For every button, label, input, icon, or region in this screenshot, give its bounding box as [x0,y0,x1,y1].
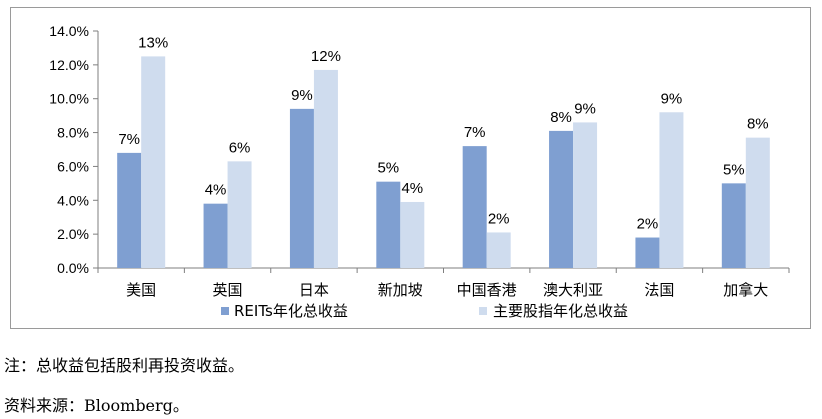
bar-reits-5 [549,130,574,268]
x-category-label: 澳大利亚 [543,281,603,299]
data-label: 5% [723,161,745,178]
bar-reits-7 [721,183,746,268]
x-category-label: 法国 [644,281,674,299]
bar-reits-1 [203,203,228,268]
y-tick-label: 12.0% [49,57,89,73]
data-label: 9% [291,87,313,104]
data-label: 4% [401,180,423,197]
bar-index-7 [745,137,770,268]
data-label: 5% [377,160,399,177]
y-tick-label: 10.0% [49,91,89,107]
legend-label-0: REITs年化总收益 [234,302,348,320]
bar-reits-4 [462,146,487,268]
chart-note: 注：总收益包括股利再投资收益。 [4,356,245,375]
data-label: 6% [229,139,251,156]
bar-index-4 [486,232,511,268]
bar-index-3 [400,201,425,268]
data-label: 13% [138,34,168,51]
x-category-label: 英国 [213,281,243,299]
bar-index-6 [659,112,684,268]
data-label: 8% [747,116,769,133]
chart-frame: 0.0% 2.0% 4.0% 6.0% 8.0% 10.0% 12.0% 14.0% 美国 英国 日… [10,7,811,329]
bar-index-2 [313,69,338,268]
y-tick-label: 2.0% [57,226,89,242]
data-label: 8% [550,109,572,126]
x-category-label: 新加坡 [378,281,423,299]
y-tick-label: 0.0% [57,260,89,276]
data-label: 7% [464,124,486,141]
x-category-label: 中国香港 [457,281,517,299]
y-tick-label: 4.0% [57,192,89,208]
bar-reits-3 [376,181,401,268]
data-label: 9% [574,100,596,117]
chart-source: 资料来源：Bloomberg。 [4,396,189,415]
x-category-label: 加拿大 [723,281,768,299]
bar-index-5 [573,122,598,269]
bar-index-0 [141,56,166,269]
legend-swatch-1 [479,307,487,315]
bar-reits-0 [117,152,142,268]
x-category-label: 美国 [126,281,156,299]
y-tick-label: 6.0% [57,158,89,174]
bar-chart: 0.0% 2.0% 4.0% 6.0% 8.0% 10.0% 12.0% 14.0% 美国 英国 日… [49,23,790,320]
y-tick-label: 8.0% [57,125,89,141]
data-label: 2% [637,216,659,233]
y-tick-label: 14.0% [49,23,89,39]
bar-reits-2 [289,108,314,268]
bar-reits-6 [635,237,660,268]
data-label: 2% [488,210,510,227]
bar-index-1 [227,161,252,268]
x-category-label: 日本 [299,281,329,299]
data-label: 9% [661,90,683,107]
data-label: 4% [205,182,227,199]
legend-label-1: 主要股指年化总收益 [493,302,628,320]
data-label: 12% [311,48,341,65]
data-label: 7% [118,131,140,148]
legend-swatch-0 [221,307,229,315]
